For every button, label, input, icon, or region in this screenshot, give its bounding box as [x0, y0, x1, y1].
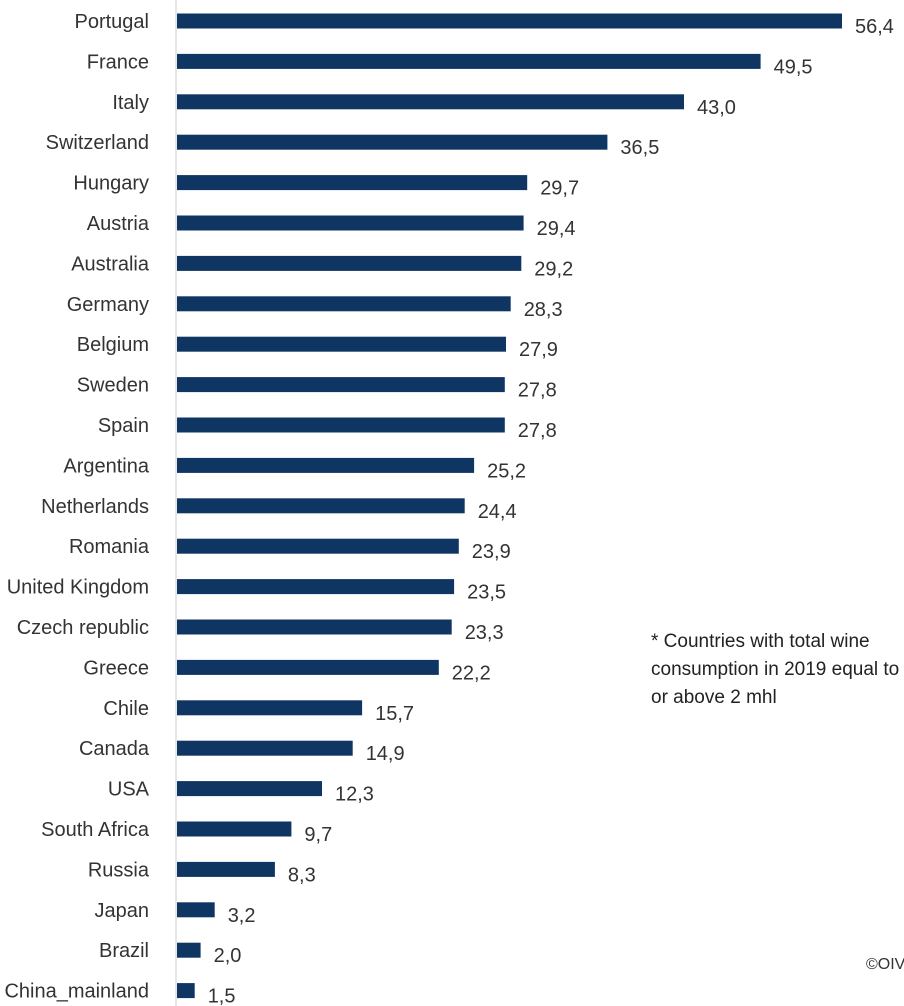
bar	[177, 94, 684, 110]
value-label: 23,9	[472, 541, 511, 563]
value-label: 8,3	[288, 864, 316, 886]
bar	[177, 377, 505, 393]
value-label: 3,2	[228, 905, 256, 927]
value-label: 27,9	[519, 339, 558, 361]
category-label: Greece	[83, 657, 149, 679]
bar	[177, 781, 322, 797]
value-label: 29,4	[537, 218, 576, 240]
bar	[177, 740, 353, 756]
chart-note-line: * Countries with total wine	[651, 631, 870, 652]
bar	[177, 296, 511, 312]
category-label: USA	[108, 779, 150, 801]
value-label: 9,7	[304, 824, 332, 846]
category-label: Switzerland	[46, 132, 149, 154]
bar	[177, 983, 195, 999]
bar	[177, 336, 506, 352]
category-label: Russia	[88, 859, 150, 881]
value-label: 25,2	[487, 460, 526, 482]
chart-note-line: or above 2 mhl	[651, 687, 777, 708]
value-label: 22,2	[452, 662, 491, 684]
category-label: Argentina	[63, 455, 149, 477]
bar	[177, 821, 292, 837]
value-label: 49,5	[774, 56, 813, 78]
bar	[177, 215, 524, 231]
value-label: 23,5	[467, 582, 506, 604]
category-label: Netherlands	[41, 496, 149, 518]
value-label: 23,3	[465, 622, 504, 644]
chart-note-line: consumption in 2019 equal to	[651, 659, 900, 680]
bars-layer: Portugal 56,4 France 49,5 Italy 43,0 Switzerla…	[4, 11, 893, 1006]
value-label: 27,8	[518, 380, 557, 402]
value-label: 43,0	[697, 97, 736, 119]
oiv-credit: ©OIV	[866, 956, 904, 973]
bar	[177, 175, 528, 191]
value-label: 27,8	[518, 420, 557, 442]
category-label: China_mainland	[4, 981, 149, 1003]
value-label: 2,0	[214, 945, 242, 967]
category-label: Spain	[98, 415, 149, 437]
bar	[177, 255, 522, 271]
bar	[177, 538, 459, 554]
bar	[177, 861, 275, 877]
bar	[177, 942, 201, 958]
category-label: Japan	[95, 900, 150, 922]
bar	[177, 902, 215, 918]
value-label: 12,3	[335, 784, 374, 806]
category-label: Romania	[69, 536, 150, 558]
value-label: 15,7	[375, 703, 414, 725]
category-label: United Kingdom	[7, 577, 149, 599]
value-label: 14,9	[366, 743, 405, 765]
value-label: 56,4	[855, 16, 894, 38]
value-label: 1,5	[208, 986, 236, 1006]
category-label: South Africa	[41, 819, 150, 841]
value-label: 29,7	[540, 178, 579, 200]
category-label: Czech republic	[17, 617, 149, 639]
category-label: Australia	[71, 253, 150, 275]
category-label: France	[87, 51, 149, 73]
category-label: Portugal	[75, 11, 150, 33]
bar	[177, 579, 455, 595]
bar	[177, 13, 842, 29]
bar	[177, 457, 475, 473]
bar	[177, 417, 505, 433]
bar	[177, 498, 465, 514]
category-label: Canada	[79, 738, 150, 760]
chart-note: * Countries with total wine consumption …	[651, 628, 901, 712]
category-label: Belgium	[77, 334, 149, 356]
value-label: 36,5	[620, 137, 659, 159]
category-label: Hungary	[73, 173, 149, 195]
category-label: Austria	[87, 213, 150, 235]
bar	[177, 659, 439, 675]
value-label: 24,4	[478, 501, 517, 523]
bar	[177, 700, 363, 716]
value-label: 28,3	[524, 299, 563, 321]
category-label: Italy	[112, 92, 149, 114]
category-label: Germany	[67, 294, 149, 316]
value-label: 29,2	[534, 258, 573, 280]
bar	[177, 619, 452, 635]
bar	[177, 53, 761, 69]
category-label: Chile	[103, 698, 149, 720]
category-label: Sweden	[77, 375, 149, 397]
category-label: Brazil	[99, 940, 149, 962]
bar	[177, 134, 608, 150]
